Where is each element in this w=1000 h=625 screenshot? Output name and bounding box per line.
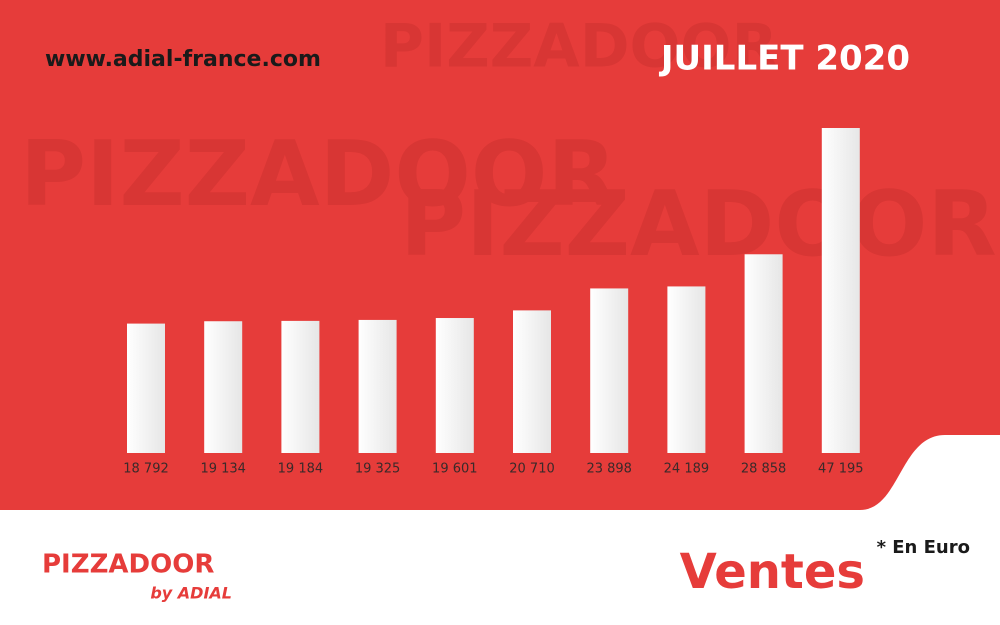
value-label: 19 184	[278, 462, 324, 477]
value-label: 19 601	[432, 462, 478, 477]
brand-tagline: by ADIAL	[150, 584, 232, 603]
bar	[204, 321, 243, 453]
bar	[513, 310, 551, 453]
footer-panel	[0, 435, 1000, 625]
bar	[744, 254, 783, 453]
bar	[358, 319, 397, 453]
bar	[667, 286, 706, 453]
value-label: 47 195	[818, 462, 864, 477]
value-label: 24 189	[664, 462, 710, 477]
value-label: 18 792	[123, 462, 169, 477]
brand-name: PIZZADOOR	[42, 550, 214, 580]
subtitle: Ventes	[680, 544, 865, 600]
value-label: 19 134	[200, 462, 246, 477]
value-label: 19 325	[355, 462, 401, 477]
value-label: 23 898	[586, 462, 632, 477]
bar	[281, 320, 320, 453]
value-label: 28 858	[741, 462, 787, 477]
watermark: PIZZADOOR	[20, 122, 617, 227]
bar	[127, 323, 165, 453]
watermark: PIZZADOOR	[400, 172, 997, 277]
bar	[821, 128, 860, 453]
chart-title: JUILLET 2020	[659, 39, 910, 79]
watermark: PIZZADOOR	[380, 12, 778, 82]
unit-note: * En Euro	[877, 537, 970, 558]
bar	[590, 288, 629, 453]
value-label: 20 710	[509, 462, 555, 477]
bar	[435, 318, 474, 453]
site-url: www.adial-france.com	[45, 47, 321, 72]
